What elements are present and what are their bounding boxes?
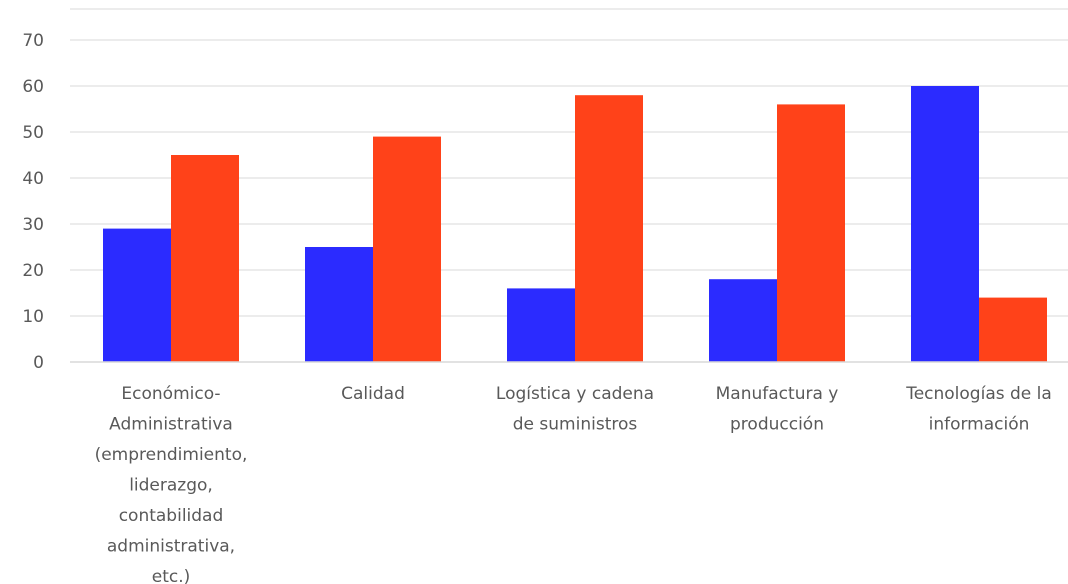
x-category-label-line: administrativa, [107, 537, 235, 557]
y-tick-label: 40 [22, 169, 44, 189]
y-tick-label: 70 [22, 31, 44, 51]
bar-series-2-1 [171, 155, 239, 362]
x-category-label-line: Tecnologías de la [905, 384, 1052, 404]
x-category-label-line: Logística y cadena [496, 384, 654, 404]
y-tick-label: 0 [33, 353, 44, 373]
x-category-label-line: información [929, 415, 1030, 435]
bar-series-1-1 [103, 228, 171, 362]
bar-series-1-4 [709, 279, 777, 362]
x-category-label-line: Calidad [341, 384, 405, 404]
bar-series-2-5 [979, 297, 1047, 362]
x-category-label: Calidad [341, 384, 405, 404]
y-tick-label: 10 [22, 307, 44, 327]
bar-series-2-4 [777, 104, 845, 363]
x-category-label-line: Económico- [121, 384, 220, 404]
x-category-label: Logística y cadena de suministros [496, 384, 654, 435]
x-category-label: Manufactura y producción [716, 384, 839, 435]
x-category-label: Económico- Administrativa (emprendimiento,… [95, 384, 248, 584]
x-category-label-line: liderazgo, [129, 476, 213, 496]
y-tick-label: 60 [22, 77, 44, 97]
x-category-label-line: producción [730, 415, 824, 435]
x-category-label-line: contabilidad [119, 506, 224, 526]
x-category-label-line: etc.) [152, 567, 191, 584]
x-axis-category-labels: Económico- Administrativa (emprendimiento,… [95, 384, 1052, 584]
y-tick-label: 20 [22, 261, 44, 281]
x-category-label-line: (emprendimiento, [95, 445, 248, 465]
bars [103, 86, 1047, 363]
bar-series-1-5 [911, 86, 979, 362]
bar-series-2-2 [373, 136, 441, 362]
bar-series-2-3 [575, 95, 643, 362]
x-category-label: Tecnologías de la información [905, 384, 1052, 435]
y-axis-ticks: 0 10 20 30 40 50 60 70 [22, 31, 44, 373]
x-category-label-line: Manufactura y [716, 384, 839, 404]
y-tick-label: 50 [22, 123, 44, 143]
x-category-label-line: de suministros [513, 415, 638, 435]
bar-series-1-2 [305, 247, 373, 362]
bar-series-1-3 [507, 288, 575, 362]
y-tick-label: 30 [22, 215, 44, 235]
x-category-label-line: Administrativa [109, 415, 233, 435]
